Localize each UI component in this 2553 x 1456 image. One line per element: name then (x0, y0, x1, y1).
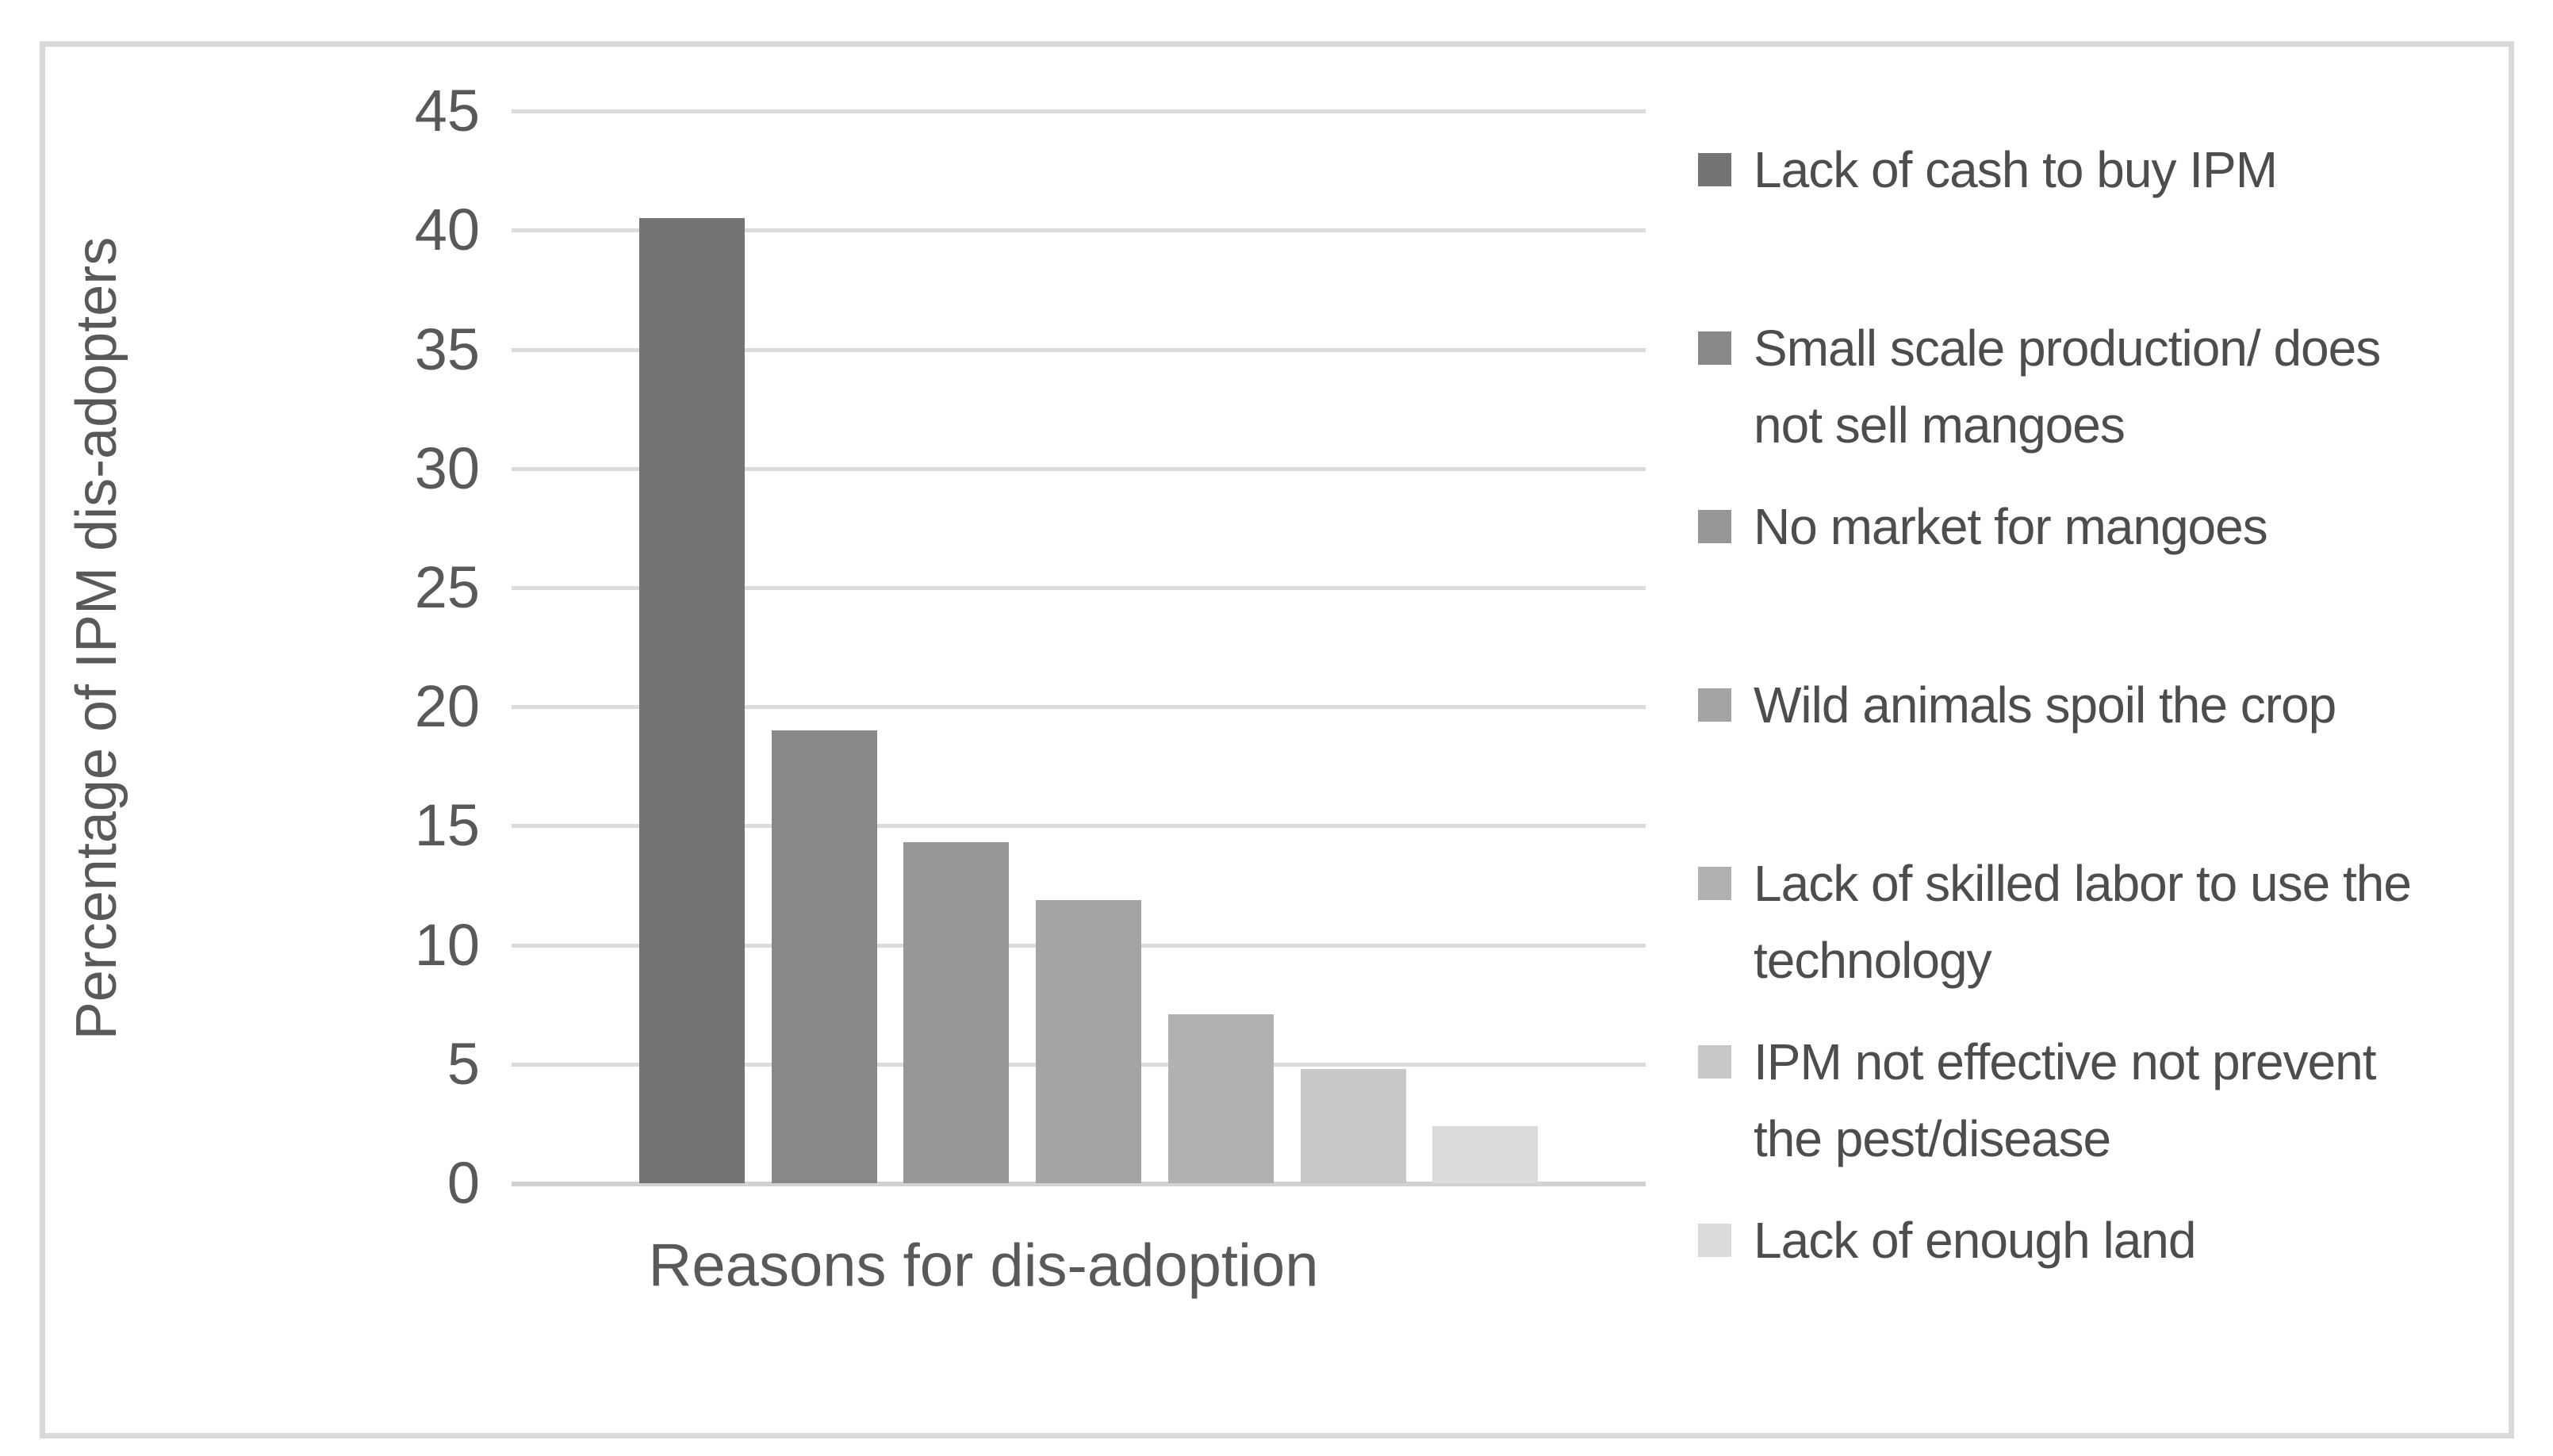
legend-swatch-icon (1698, 867, 1731, 900)
legend-label: Lack of skilled labor to use the technol… (1754, 845, 2412, 999)
legend-label-line: No market for mangoes (1754, 498, 2268, 555)
legend-label-line: technology (1754, 932, 1992, 989)
legend-swatch-icon (1698, 1045, 1731, 1079)
legend-label-line: IPM not effective not prevent (1754, 1033, 2376, 1090)
y-tick-label-15: 15 (414, 792, 480, 859)
y-tick-label-25: 25 (414, 554, 480, 620)
legend-label-line: the pest/disease (1754, 1110, 2111, 1167)
legend-item-lack-of-cash: Lack of cash to buy IPM (1698, 132, 2278, 209)
y-tick-label-40: 40 (414, 197, 480, 263)
bar-1 (772, 730, 877, 1183)
y-tick-label-35: 35 (414, 316, 480, 382)
gridline-y-30 (512, 466, 1646, 471)
legend-label: Small scale production/ does not sell ma… (1754, 310, 2381, 464)
legend-label: Lack of enough land (1754, 1202, 2196, 1279)
bar-4 (1168, 1013, 1274, 1183)
legend-label-line: Lack of enough land (1754, 1212, 2196, 1269)
gridline-y-40 (512, 228, 1646, 233)
legend-label: IPM not effective not prevent the pest/d… (1754, 1024, 2376, 1178)
gridline-y-35 (512, 347, 1646, 352)
bar-0 (639, 218, 745, 1183)
legend-label-line: Wild animals spoil the crop (1754, 676, 2336, 734)
bar-2 (903, 842, 1009, 1183)
y-tick-label-0: 0 (447, 1150, 480, 1216)
legend-item-wild-animals: Wild animals spoil the crop (1698, 667, 2336, 744)
legend-swatch-icon (1698, 153, 1731, 186)
legend-item-lack-of-land: Lack of enough land (1698, 1202, 2196, 1279)
legend-item-small-scale-production: Small scale production/ does not sell ma… (1698, 310, 2381, 464)
bar-5 (1301, 1068, 1406, 1183)
gridline-y-20 (512, 705, 1646, 710)
legend-swatch-icon (1698, 510, 1731, 543)
legend-label-line: Lack of skilled labor to use the (1754, 855, 2412, 912)
legend-label-line: Lack of cash to buy IPM (1754, 141, 2278, 198)
legend-item-ipm-not-effective: IPM not effective not prevent the pest/d… (1698, 1024, 2376, 1178)
bar-3 (1036, 899, 1141, 1183)
chart-border (40, 41, 2514, 1439)
legend-swatch-icon (1698, 688, 1731, 722)
legend-label: Lack of cash to buy IPM (1754, 132, 2278, 209)
legend-item-no-market: No market for mangoes (1698, 489, 2268, 565)
bar-6 (1432, 1125, 1538, 1183)
legend-label: No market for mangoes (1754, 489, 2268, 565)
gridline-y-0 (512, 1182, 1646, 1186)
y-tick-label-30: 30 (414, 435, 480, 501)
legend-label: Wild animals spoil the crop (1754, 667, 2336, 744)
gridline-y-15 (512, 824, 1646, 829)
y-tick-label-5: 5 (447, 1030, 480, 1097)
gridline-y-25 (512, 586, 1646, 590)
legend-swatch-icon (1698, 331, 1731, 365)
legend-label-line: Small scale production/ does (1754, 320, 2381, 377)
y-tick-label-10: 10 (414, 911, 480, 978)
legend-item-lack-of-skilled-labor: Lack of skilled labor to use the technol… (1698, 845, 2412, 999)
y-tick-label-45: 45 (414, 78, 480, 144)
legend-label-line: not sell mangoes (1754, 397, 2126, 454)
gridline-y-45 (512, 109, 1646, 114)
y-tick-label-20: 20 (414, 673, 480, 740)
legend-swatch-icon (1698, 1224, 1731, 1257)
x-axis-title: Reasons for dis-adoption (648, 1232, 1319, 1300)
